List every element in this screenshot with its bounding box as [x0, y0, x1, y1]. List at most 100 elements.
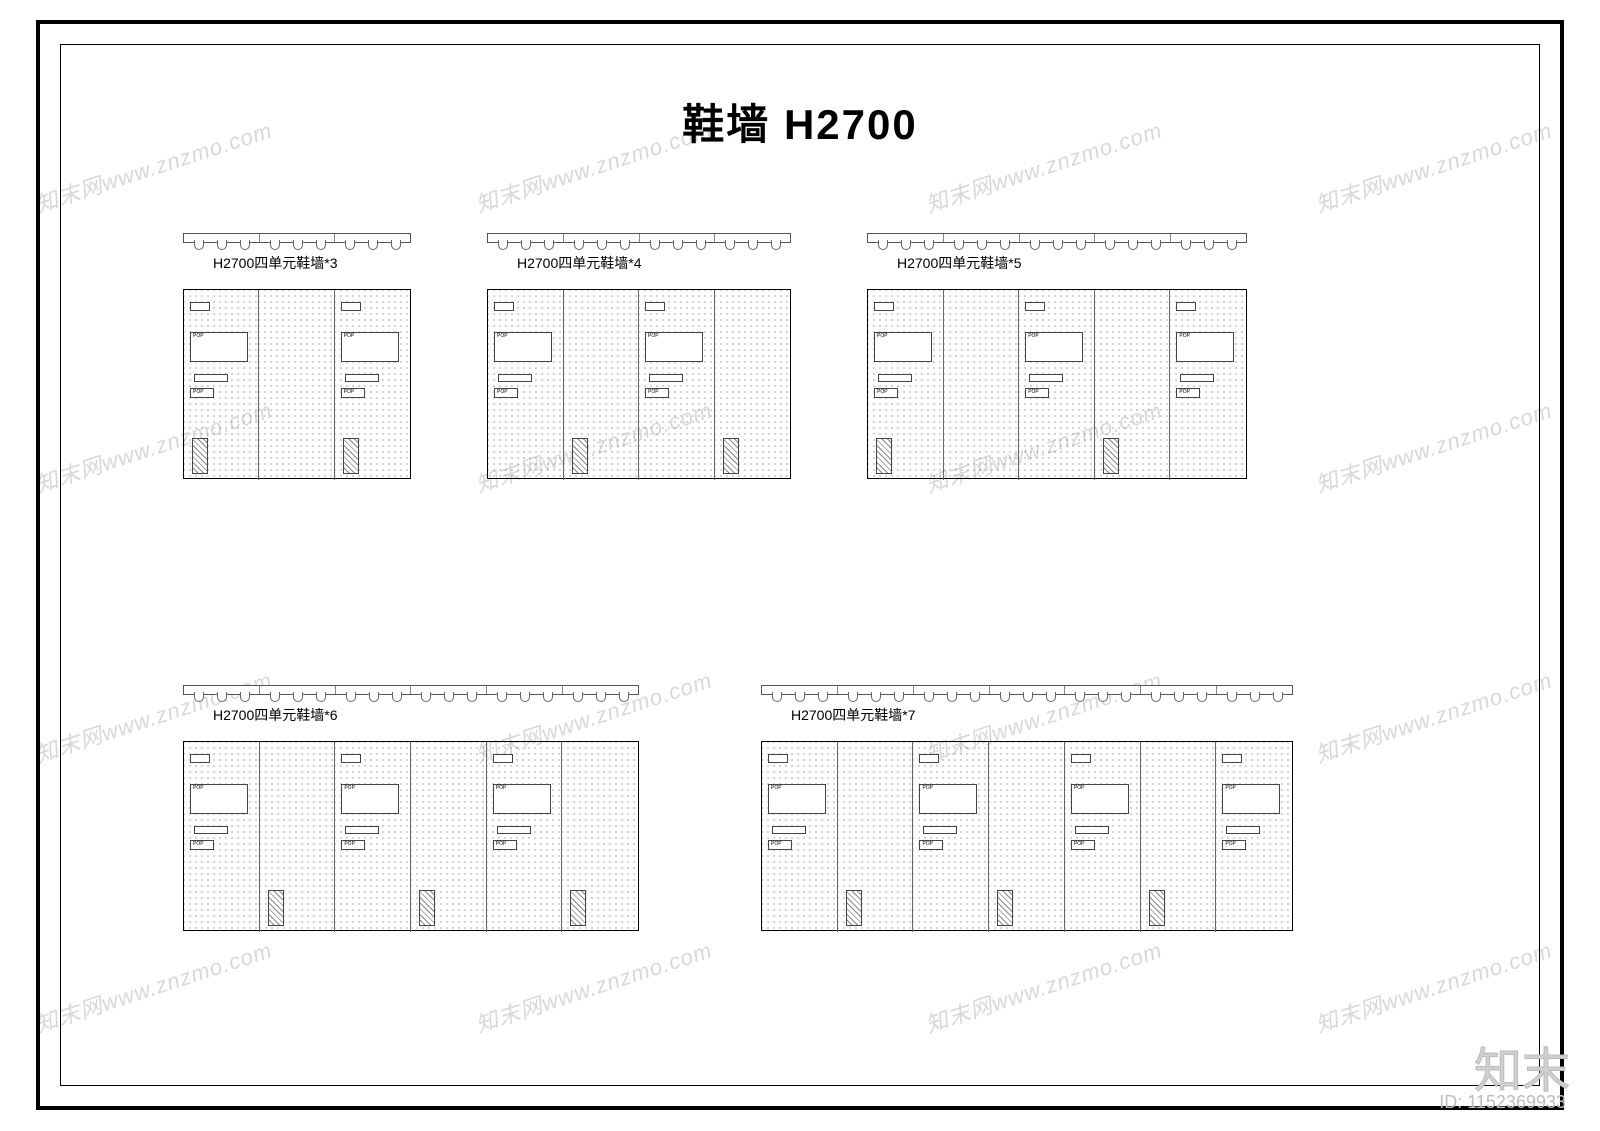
- light-segment: [564, 234, 640, 242]
- light-arc-icon: [1105, 240, 1115, 250]
- light-arc-icon: [544, 240, 554, 250]
- shelf: [498, 374, 532, 382]
- light-arc-icon: [1030, 240, 1040, 250]
- light-track: [867, 233, 1247, 243]
- pop-box: POP: [493, 784, 551, 814]
- wall-unit: [260, 742, 336, 932]
- item-label: H2700四单元鞋墙*6: [213, 705, 338, 725]
- pop-box-small: POP: [1025, 388, 1049, 398]
- light-arc-icon: [293, 240, 303, 250]
- light-arc-icon: [696, 240, 706, 250]
- light-segment: [184, 234, 260, 242]
- light-segment: [260, 686, 336, 694]
- logo-box: [1025, 302, 1045, 311]
- pop-box: POP: [645, 332, 703, 362]
- wall-unit: [564, 290, 640, 480]
- light-arc-icon: [421, 692, 431, 702]
- logo-box: [1222, 754, 1242, 763]
- mirror-panel: [723, 438, 739, 474]
- light-arc-icon: [673, 240, 683, 250]
- light-track: [183, 685, 639, 695]
- light-arc-icon: [240, 240, 250, 250]
- shelf: [1075, 826, 1109, 834]
- wall-unit: POPPOP: [1170, 290, 1246, 480]
- wall-unit: POPPOP: [1065, 742, 1141, 932]
- light-segment: [1020, 234, 1096, 242]
- light-arc-icon: [217, 240, 227, 250]
- pop-box: POP: [341, 332, 399, 362]
- wall-unit: [989, 742, 1065, 932]
- light-segment: [1095, 234, 1171, 242]
- light-arc-icon: [771, 240, 781, 250]
- light-segment: [762, 686, 838, 694]
- shelf: [772, 826, 806, 834]
- shelf: [649, 374, 683, 382]
- light-arc-icon: [217, 692, 227, 702]
- wall-unit: [411, 742, 487, 932]
- light-segment: [868, 234, 944, 242]
- pop-box-small: POP: [1071, 840, 1095, 850]
- light-arc-icon: [795, 692, 805, 702]
- light-arc-icon: [848, 692, 858, 702]
- light-arc-icon: [194, 240, 204, 250]
- mirror-panel: [846, 890, 862, 926]
- wall-unit: POPPOP: [868, 290, 944, 480]
- light-arc-icon: [954, 240, 964, 250]
- pop-box-small: POP: [493, 840, 517, 850]
- pop-box-small: POP: [494, 388, 518, 398]
- pop-box-small: POP: [1176, 388, 1200, 398]
- light-arc-icon: [392, 692, 402, 702]
- item-label: H2700四单元鞋墙*4: [517, 253, 642, 273]
- light-arc-icon: [543, 692, 553, 702]
- wall-panel: POPPOPPOPPOPPOPPOP: [183, 741, 639, 931]
- light-arc-icon: [924, 240, 934, 250]
- light-arc-icon: [369, 692, 379, 702]
- logo-box: [645, 302, 665, 311]
- logo-box: [1071, 754, 1091, 763]
- light-arc-icon: [596, 692, 606, 702]
- light-arc-icon: [574, 240, 584, 250]
- mirror-panel: [572, 438, 588, 474]
- light-track: [487, 233, 791, 243]
- mirror-panel: [570, 890, 586, 926]
- wall-unit: POP POP: [1019, 290, 1095, 480]
- light-arc-icon: [725, 240, 735, 250]
- light-arc-icon: [1174, 692, 1184, 702]
- light-segment: [640, 234, 716, 242]
- light-arc-icon: [1151, 240, 1161, 250]
- wall-unit: [715, 290, 791, 480]
- light-arc-icon: [947, 692, 957, 702]
- light-arc-icon: [346, 692, 356, 702]
- light-arc-icon: [1000, 240, 1010, 250]
- logo-box: [190, 754, 210, 763]
- wall-unit: POPPOP: [1216, 742, 1292, 932]
- light-arc-icon: [1121, 692, 1131, 702]
- wall-unit: [1141, 742, 1217, 932]
- pop-box: POP: [190, 332, 248, 362]
- light-segment: [336, 686, 412, 694]
- wall-panel: POPPOPPOPPOPPOPPOPPOPPOP: [761, 741, 1293, 931]
- pop-box-small: POP: [645, 388, 669, 398]
- pop-box: POP: [1025, 332, 1083, 362]
- pop-box-small: POP: [190, 388, 214, 398]
- light-segment: [487, 686, 563, 694]
- row-2: H2700四单元鞋墙*6POPPOPPOPPOPPOPPOPH2700四单元鞋墙…: [61, 685, 1539, 995]
- light-arc-icon: [521, 240, 531, 250]
- light-arc-icon: [597, 240, 607, 250]
- logo-box: [190, 302, 210, 311]
- light-arc-icon: [444, 692, 454, 702]
- light-arc-icon: [1227, 692, 1237, 702]
- pop-box-small: POP: [874, 388, 898, 398]
- light-arc-icon: [240, 692, 250, 702]
- wall-unit: [838, 742, 914, 932]
- item-label: H2700四单元鞋墙*5: [897, 253, 1022, 273]
- wall-unit: POP POP: [184, 290, 259, 480]
- mirror-panel: [997, 890, 1013, 926]
- shelf: [194, 826, 228, 834]
- pop-box-small: POP: [768, 840, 792, 850]
- wall-unit: POPPOP: [184, 742, 260, 932]
- light-segment: [335, 234, 410, 242]
- wall-panel: POPPOPPOPPOP: [183, 289, 411, 479]
- light-arc-icon: [316, 240, 326, 250]
- light-arc-icon: [293, 692, 303, 702]
